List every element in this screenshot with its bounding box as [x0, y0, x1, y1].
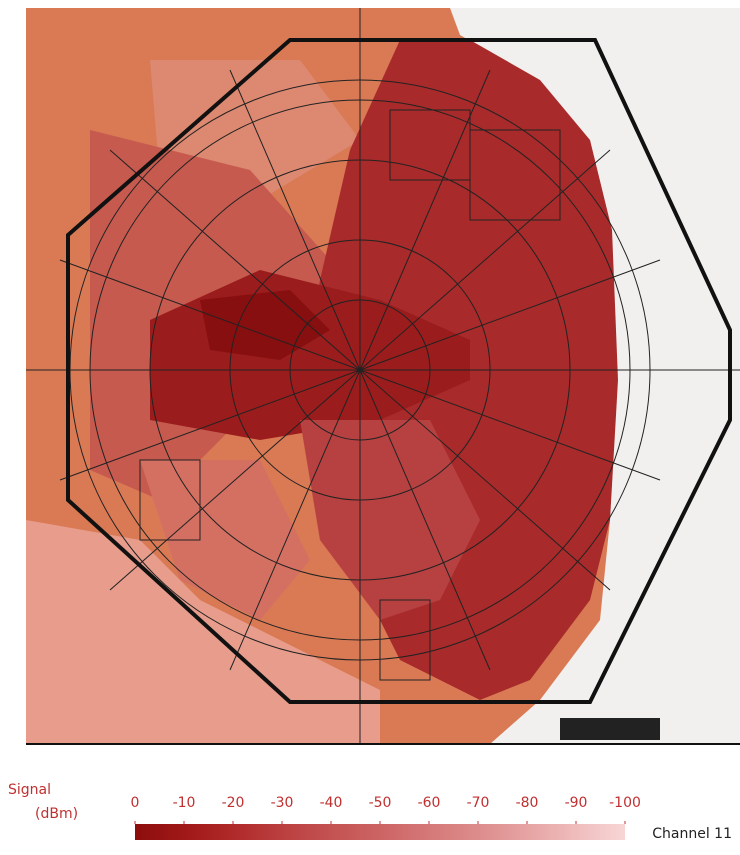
legend-title: Signal	[8, 782, 51, 798]
tick-label: -80	[516, 795, 539, 811]
color-scale: 0 -10 -20 -30 -40 -50 -60 -70 -80 -90 -100	[131, 795, 641, 840]
tick-label: -70	[467, 795, 490, 811]
channel-label: Channel 11	[652, 826, 732, 842]
tick-label: -50	[369, 795, 392, 811]
floor-plan-heatmap	[26, 8, 740, 744]
tick-label: -30	[271, 795, 294, 811]
tick-label: 0	[131, 795, 140, 811]
tick-label: -60	[418, 795, 441, 811]
tick-label: -90	[565, 795, 588, 811]
color-bar	[135, 824, 625, 840]
tick-label: -100	[609, 795, 641, 811]
coverage-map-page: Signal (dBm) Channel 11 0 -10 -20 -30 -40 -50…	[0, 0, 740, 855]
legend-unit: (dBm)	[35, 806, 78, 822]
tick-label: -10	[173, 795, 196, 811]
tick-label: -20	[222, 795, 245, 811]
title-block	[560, 718, 660, 740]
tick-label: -40	[320, 795, 343, 811]
